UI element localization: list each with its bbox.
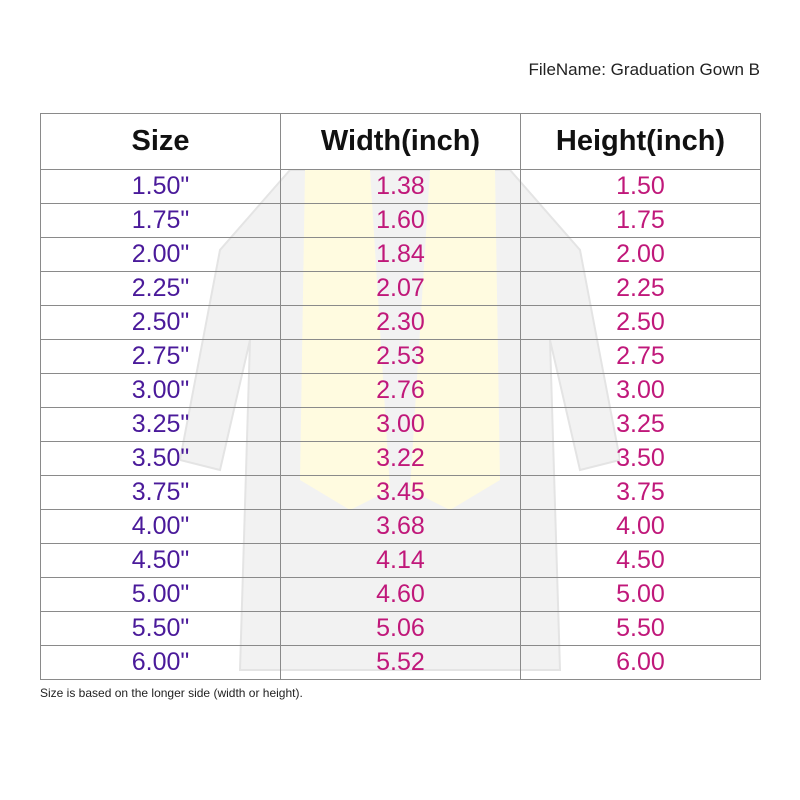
width-cell: 5.06 <box>280 611 521 646</box>
height-cell: 5.50 <box>520 611 761 646</box>
size-cell: 2.25" <box>40 271 281 306</box>
width-cell: 1.60 <box>280 203 521 238</box>
table-row: 3.00" 2.76 3.00 <box>40 373 761 408</box>
table-row: 4.00" 3.68 4.00 <box>40 509 761 544</box>
table-row: 6.00" 5.52 6.00 <box>40 645 761 680</box>
width-cell: 2.30 <box>280 305 521 340</box>
width-cell: 3.22 <box>280 441 521 476</box>
header-row: Size Width(inch) Height(inch) <box>40 113 761 170</box>
size-cell: 2.50" <box>40 305 281 340</box>
height-cell: 3.50 <box>520 441 761 476</box>
height-cell: 3.75 <box>520 475 761 510</box>
size-cell: 2.75" <box>40 339 281 374</box>
size-cell: 5.50" <box>40 611 281 646</box>
table-row: 5.00" 4.60 5.00 <box>40 577 761 612</box>
width-cell: 2.07 <box>280 271 521 306</box>
height-cell: 2.00 <box>520 237 761 272</box>
table-row: 1.75" 1.60 1.75 <box>40 203 761 238</box>
column-header: Height(inch) <box>520 113 761 170</box>
table-row: 5.50" 5.06 5.50 <box>40 611 761 646</box>
height-cell: 3.00 <box>520 373 761 408</box>
height-cell: 2.50 <box>520 305 761 340</box>
size-cell: 2.00" <box>40 237 281 272</box>
height-cell: 5.00 <box>520 577 761 612</box>
size-cell: 1.50" <box>40 169 281 204</box>
size-cell: 3.00" <box>40 373 281 408</box>
size-cell: 4.50" <box>40 543 281 578</box>
column-header: Size <box>40 113 281 170</box>
width-cell: 4.14 <box>280 543 521 578</box>
height-cell: 4.50 <box>520 543 761 578</box>
height-cell: 4.00 <box>520 509 761 544</box>
height-cell: 1.75 <box>520 203 761 238</box>
table-row: 3.75" 3.45 3.75 <box>40 475 761 510</box>
height-cell: 1.50 <box>520 169 761 204</box>
table-row: 3.50" 3.22 3.50 <box>40 441 761 476</box>
width-cell: 1.84 <box>280 237 521 272</box>
width-cell: 3.68 <box>280 509 521 544</box>
size-chart-table: Size Width(inch) Height(inch) 1.50" 1.38 1.5… <box>40 113 761 680</box>
table-row: 3.25" 3.00 3.25 <box>40 407 761 442</box>
size-cell: 5.00" <box>40 577 281 612</box>
height-cell: 6.00 <box>520 645 761 680</box>
column-header: Width(inch) <box>280 113 521 170</box>
height-cell: 3.25 <box>520 407 761 442</box>
size-cell: 3.50" <box>40 441 281 476</box>
height-cell: 2.75 <box>520 339 761 374</box>
width-cell: 2.76 <box>280 373 521 408</box>
width-cell: 4.60 <box>280 577 521 612</box>
table-row: 1.50" 1.38 1.50 <box>40 169 761 204</box>
table-row: 2.75" 2.53 2.75 <box>40 339 761 374</box>
size-cell: 3.25" <box>40 407 281 442</box>
footnote: Size is based on the longer side (width … <box>40 686 303 700</box>
size-cell: 1.75" <box>40 203 281 238</box>
width-cell: 3.45 <box>280 475 521 510</box>
width-cell: 3.00 <box>280 407 521 442</box>
table-row: 2.00" 1.84 2.00 <box>40 237 761 272</box>
size-cell: 6.00" <box>40 645 281 680</box>
table-row: 2.25" 2.07 2.25 <box>40 271 761 306</box>
width-cell: 1.38 <box>280 169 521 204</box>
height-cell: 2.25 <box>520 271 761 306</box>
size-cell: 4.00" <box>40 509 281 544</box>
size-cell: 3.75" <box>40 475 281 510</box>
table-row: 4.50" 4.14 4.50 <box>40 543 761 578</box>
width-cell: 5.52 <box>280 645 521 680</box>
table-row: 2.50" 2.30 2.50 <box>40 305 761 340</box>
width-cell: 2.53 <box>280 339 521 374</box>
filename-label: FileName: Graduation Gown B <box>528 60 761 79</box>
